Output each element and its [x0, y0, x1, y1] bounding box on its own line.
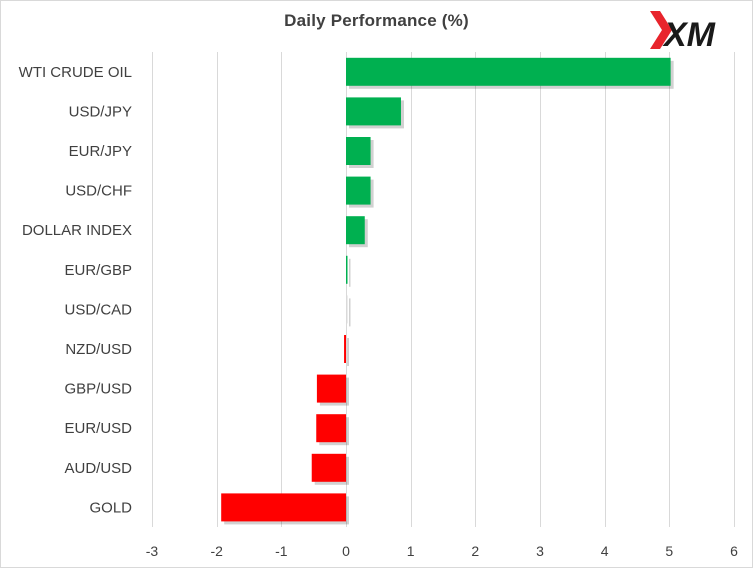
- bar: [346, 295, 348, 324]
- bar-shadow: [347, 338, 349, 366]
- bar: [346, 216, 365, 245]
- x-axis-tick-labels: -3 -2 -1 0 1 2 3 4 5 6: [146, 543, 738, 559]
- gridlines: [152, 52, 735, 527]
- x-tick-label: 1: [407, 543, 415, 559]
- category-label: EUR/JPY: [69, 143, 132, 160]
- x-tick-label: 5: [665, 543, 673, 559]
- bar: [221, 493, 346, 522]
- category-label: AUD/USD: [64, 460, 132, 477]
- bar: [316, 414, 346, 443]
- category-label: USD/JPY: [69, 103, 132, 120]
- category-label: EUR/USD: [64, 420, 132, 437]
- category-label: GOLD: [89, 499, 132, 516]
- logo-text: XM: [662, 16, 716, 52]
- bar-shadow: [349, 298, 351, 327]
- xm-logo-icon: XM: [650, 11, 716, 52]
- logo-mark-icon: [650, 11, 672, 49]
- category-label: WTI CRUDE OIL: [19, 64, 132, 81]
- x-tick-label: -3: [146, 543, 159, 559]
- bars: [221, 57, 674, 525]
- chart-title: Daily Performance (%): [284, 11, 469, 30]
- x-tick-label: 2: [471, 543, 479, 559]
- bar: [346, 176, 371, 205]
- category-label: GBP/USD: [64, 381, 132, 398]
- x-tick-label: 4: [601, 543, 609, 559]
- category-labels: WTI CRUDE OIL USD/JPY EUR/JPY USD/CHF DOLLAR…: [19, 64, 133, 517]
- x-tick-label: -1: [275, 543, 288, 559]
- category-label: USD/CHF: [65, 183, 132, 200]
- bar: [346, 97, 401, 126]
- x-tick-label: -2: [210, 543, 223, 559]
- x-tick-label: 6: [730, 543, 738, 559]
- category-label: EUR/GBP: [64, 262, 132, 279]
- bar: [346, 255, 348, 284]
- x-tick-label: 3: [536, 543, 544, 559]
- category-label: NZD/USD: [65, 341, 132, 358]
- bar-shadow: [349, 258, 351, 287]
- category-label: DOLLAR INDEX: [22, 222, 132, 239]
- category-label: USD/CAD: [64, 301, 132, 318]
- bar: [311, 453, 346, 482]
- bar: [346, 137, 371, 165]
- bar: [316, 374, 346, 403]
- x-tick-label: 0: [342, 543, 350, 559]
- bar: [346, 57, 671, 86]
- bar: [344, 335, 346, 363]
